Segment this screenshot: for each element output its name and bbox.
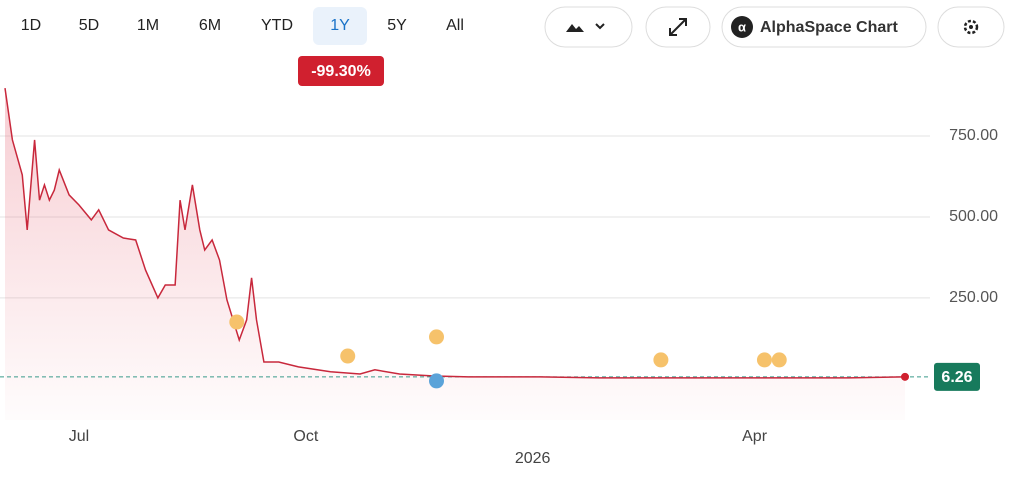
chart-type-button[interactable] <box>544 6 633 48</box>
event-marker[interactable] <box>429 373 445 389</box>
range-button-active[interactable] <box>313 7 367 45</box>
y-tick-label: 750.00 <box>949 127 998 144</box>
last-point <box>901 372 909 381</box>
range-button[interactable]: 5Y <box>387 17 407 34</box>
x-tick-label: Apr <box>742 428 768 445</box>
x-tick-label: Jul <box>69 428 89 445</box>
event-marker[interactable] <box>229 314 245 330</box>
settings-icon-center <box>969 25 973 29</box>
event-marker[interactable] <box>653 352 669 368</box>
chevron-icon <box>595 23 605 30</box>
event-marker[interactable] <box>771 352 787 368</box>
brand-button[interactable] <box>721 6 927 48</box>
y-tick-label: 250.00 <box>949 289 998 306</box>
change-badge <box>298 56 384 86</box>
x-tick-label: Oct <box>293 428 318 445</box>
expand-icon <box>669 18 687 36</box>
brand-logo <box>731 16 753 38</box>
x-year-label: 2026 <box>515 450 551 467</box>
brand-logo-glyph: α <box>738 19 746 34</box>
event-marker[interactable] <box>340 348 356 364</box>
event-marker[interactable] <box>429 329 445 345</box>
y-tick-label: 500.00 <box>949 208 998 225</box>
range-button[interactable]: YTD <box>261 17 293 34</box>
change-label: -99.30% <box>311 63 371 80</box>
event-marker[interactable] <box>756 352 772 368</box>
brand-label: AlphaSpace Chart <box>760 19 898 36</box>
range-button[interactable]: All <box>446 17 464 34</box>
range-button[interactable]: 1M <box>137 17 159 34</box>
chart-type-icon <box>566 24 584 32</box>
range-button[interactable]: 1D <box>21 17 41 34</box>
settings-icon <box>963 19 979 35</box>
last-price-badge <box>934 362 980 391</box>
range-button[interactable]: 5D <box>79 17 99 34</box>
range-button[interactable]: 1Y <box>330 17 350 34</box>
range-button[interactable]: 6M <box>199 17 221 34</box>
price-area <box>5 88 905 420</box>
last-price-label: 6.26 <box>941 369 972 386</box>
